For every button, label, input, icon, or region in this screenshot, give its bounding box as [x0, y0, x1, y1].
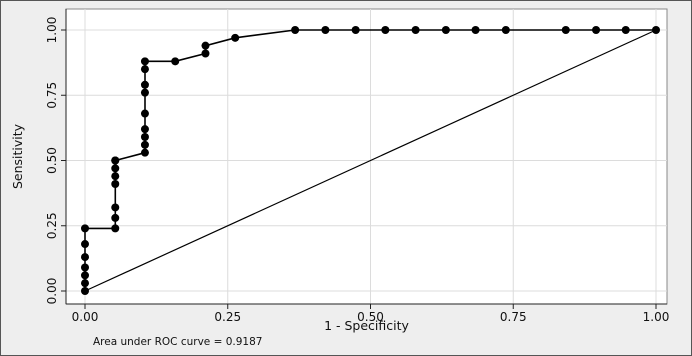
y-tick-label: 0.25 [45, 212, 59, 239]
roc-point [381, 26, 390, 34]
y-tick-label: 0.00 [45, 278, 59, 305]
roc-point [140, 148, 149, 157]
roc-point [81, 287, 89, 295]
x-tick-label: 0.75 [500, 310, 527, 324]
roc-point [140, 133, 149, 142]
roc-curve-points [81, 26, 660, 295]
roc-point [111, 203, 120, 212]
roc-point [652, 26, 660, 34]
x-tick-label: 0.00 [72, 310, 99, 324]
roc-point [81, 224, 89, 233]
plot-area [65, 8, 668, 305]
roc-point [561, 26, 570, 34]
roc-point [201, 41, 210, 50]
x-tick-label: 0.50 [357, 310, 384, 324]
y-tick-label: 0.75 [45, 82, 59, 109]
roc-point [111, 164, 120, 173]
x-tick-label: 0.25 [214, 310, 241, 324]
auc-annotation: Area under ROC curve = 0.9187 [93, 336, 262, 348]
x-tick-label: 1.00 [643, 310, 670, 324]
roc-point [140, 125, 149, 134]
roc-point [441, 26, 450, 34]
roc-point [140, 65, 149, 74]
x-axis-title: 1 - Specificity [324, 318, 409, 333]
roc-point [111, 213, 120, 222]
roc-point [351, 26, 360, 34]
roc-point [140, 57, 149, 66]
roc-point [140, 88, 149, 97]
roc-point [81, 271, 89, 280]
roc-point [140, 80, 149, 89]
axes [65, 9, 667, 305]
roc-point [111, 224, 120, 233]
roc-point [81, 240, 89, 249]
roc-point [111, 156, 120, 165]
roc-point [171, 57, 180, 66]
x-axis-ticks: 0.00 0.25 0.50 0.75 1.00 [72, 304, 670, 324]
roc-point [411, 26, 420, 34]
roc-point [321, 26, 330, 34]
roc-point [201, 49, 210, 58]
roc-point [140, 109, 149, 118]
reference-diagonal-line [84, 29, 657, 292]
roc-point [291, 26, 300, 34]
y-tick-label: 0.50 [45, 147, 59, 174]
roc-point [140, 140, 149, 149]
roc-point [81, 263, 89, 272]
roc-point [471, 26, 480, 34]
roc-point [81, 253, 89, 262]
roc-point [592, 26, 601, 34]
y-axis-title: Sensitivity [10, 123, 25, 189]
y-axis-ticks: 0.00 0.25 0.50 0.75 1.00 [45, 17, 66, 305]
roc-point [81, 279, 89, 288]
roc-point [621, 26, 630, 34]
roc-point [231, 33, 240, 42]
y-tick-label: 1.00 [45, 17, 59, 44]
roc-point [501, 26, 510, 34]
roc-point [111, 172, 120, 181]
roc-point [111, 179, 120, 188]
